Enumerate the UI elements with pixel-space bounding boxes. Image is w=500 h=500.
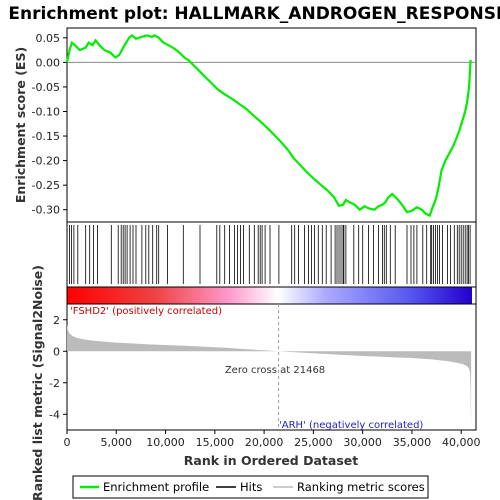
metric-y-axis-label: Ranked list metric (Signal2Noise) xyxy=(30,265,45,500)
es-y-tick-label: -0.20 xyxy=(32,155,60,168)
hit-lines xyxy=(69,225,471,284)
es-y-tick-label: -0.05 xyxy=(32,81,60,94)
x-axis-ticks: 0 5,000 10,000 15,000 20,000 25,000 30,000 35,0… xyxy=(64,430,481,449)
hits-panel xyxy=(66,221,477,288)
metric-y-tick-label: -2 xyxy=(49,377,60,390)
hits-panel-frame xyxy=(66,221,477,288)
es-y-tick-label: 0.05 xyxy=(36,32,61,45)
es-panel: 0.05 0.00 -0.05 -0.10 -0.15 -0.20 -0.25 -0.30 E… xyxy=(13,27,477,223)
x-axis-label: Rank in Ordered Dataset xyxy=(184,453,358,468)
rank-color-bar xyxy=(67,287,472,304)
es-profile-line xyxy=(65,33,472,218)
es-panel-frame xyxy=(66,27,477,223)
x-tick-label: 0 xyxy=(64,436,71,449)
es-y-axis-label: Enrichment score (ES) xyxy=(13,47,28,203)
metric-y-ticks: 2 0 -2 -4 xyxy=(49,314,67,421)
metric-panel: 2 0 -2 -4 'FSHD2' (positively correlated) Z… xyxy=(30,265,477,500)
es-y-tick-label: -0.30 xyxy=(32,204,60,217)
metric-y-tick-label: 2 xyxy=(53,314,60,327)
x-tick-label: 35,000 xyxy=(393,436,432,449)
x-tick-label: 30,000 xyxy=(343,436,382,449)
chart-title: Enrichment plot: HALLMARK_ANDROGEN_RESPO… xyxy=(8,4,500,24)
x-tick-label: 40,000 xyxy=(442,436,481,449)
legend: Enrichment profile Hits Ranking metric s… xyxy=(72,475,429,499)
legend-item-hits: Hits xyxy=(240,480,262,494)
legend-frame xyxy=(72,475,429,499)
legend-item-ranking-metric-scores: Ranking metric scores xyxy=(297,480,425,494)
positive-correlation-label: 'FSHD2' (positively correlated) xyxy=(70,306,222,317)
metric-y-tick-label: 0 xyxy=(53,345,60,358)
es-y-tick-label: 0.00 xyxy=(36,56,61,69)
zero-cross-label: Zero cross at 21468 xyxy=(225,365,325,376)
negative-correlation-label: 'ARH' (negatively correlated) xyxy=(279,420,423,431)
metric-area xyxy=(67,324,472,429)
x-tick-label: 25,000 xyxy=(294,436,333,449)
x-tick-label: 15,000 xyxy=(196,436,235,449)
metric-panel-frame xyxy=(66,303,477,431)
x-tick-label: 20,000 xyxy=(245,436,284,449)
es-y-tick-label: -0.10 xyxy=(32,105,60,118)
es-y-tick-label: -0.15 xyxy=(32,130,60,143)
es-y-ticks: 0.05 0.00 -0.05 -0.10 -0.15 -0.20 -0.25 -0.30 xyxy=(32,32,67,217)
metric-y-tick-label: -4 xyxy=(49,408,60,421)
es-y-tick-label: -0.25 xyxy=(32,179,60,192)
legend-item-enrichment-profile: Enrichment profile xyxy=(103,480,209,494)
x-tick-label: 10,000 xyxy=(146,436,185,449)
x-tick-label: 5,000 xyxy=(101,436,133,449)
